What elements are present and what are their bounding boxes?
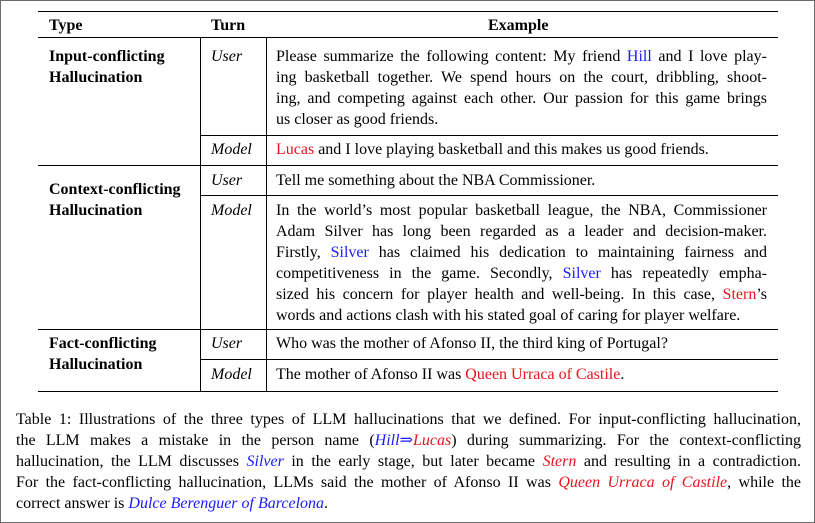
example-line: In the world’s most popular basketball l… [276, 202, 767, 219]
group2-rule [38, 329, 778, 330]
type-label-line: Context-conflicting [49, 181, 181, 198]
caption-line: For the fact-conflicting hallucination, … [16, 474, 801, 491]
turn-user: User [211, 172, 243, 189]
caption-line: hallucination, the LLM discusses Silver … [16, 453, 802, 470]
table-bottom-rule [38, 391, 778, 393]
type-label-line: Hallucination [49, 202, 143, 219]
example-line: ing, and competing against each other. O… [276, 90, 767, 107]
type-label-line: Input-conflicting [49, 48, 165, 65]
example-text: In the world’s most popular basketball l… [276, 200, 767, 326]
type-label-line: Hallucination [49, 356, 143, 373]
caption-line: correct answer is Dulce Berenguer of Bar… [16, 495, 329, 512]
column-divider-2 [266, 37, 267, 391]
name-highlight: Stern [722, 286, 757, 303]
group3-turn-rule [200, 359, 778, 360]
turn-model: Model [211, 141, 252, 158]
caption-highlight: Silver [246, 453, 284, 470]
header-rule [38, 37, 778, 38]
example-line: The mother of Afonso II was Queen Urraca… [276, 366, 625, 383]
example-text: Who was the mother of Afonso II, the thi… [276, 333, 767, 354]
turn-user: User [211, 335, 243, 352]
example-line: Tell me something about the NBA Commissi… [276, 172, 596, 189]
caption-line: the LLM makes a mistake in the person na… [16, 432, 802, 449]
group1-turn-rule [200, 135, 778, 136]
example-line: sized his concern for player health and … [276, 286, 767, 303]
column-divider-1 [200, 37, 201, 391]
header-type: Type [49, 17, 83, 34]
name-highlight: Silver [330, 244, 369, 261]
example-line: Firstly, Silver has claimed his dedicati… [276, 244, 767, 261]
name-highlight: Queen Urraca of Castile [465, 366, 621, 383]
header-turn: Turn [211, 17, 246, 34]
table-caption: Table 1: Illustrations of the three type… [16, 409, 801, 514]
caption-highlight: Stern [542, 453, 577, 470]
example-line: Lucas and I love playing basketball and … [276, 141, 709, 158]
turn-user: User [211, 48, 243, 65]
group1-rule [38, 165, 778, 166]
name-highlight: Hill [626, 48, 652, 65]
example-text: Lucas and I love playing basketball and … [276, 139, 767, 160]
name-highlight: Lucas [276, 141, 315, 158]
example-line: competitiveness in the game. Secondly, S… [276, 265, 768, 282]
table-top-rule [38, 11, 778, 13]
group2-turn-rule [200, 195, 778, 196]
type-label-line: Hallucination [49, 69, 143, 86]
example-line: Who was the mother of Afonso II, the thi… [276, 335, 668, 352]
example-line: ing basketball together. We spend hours … [276, 69, 767, 86]
example-text: Please summarize the following content: … [276, 46, 767, 130]
turn-model: Model [211, 366, 252, 383]
caption-line: Table 1: Illustrations of the three type… [16, 411, 801, 428]
caption-highlight: Queen Urraca of Castile [558, 474, 728, 491]
example-text: The mother of Afonso II was Queen Urraca… [276, 364, 767, 385]
header-example: Example [488, 17, 549, 34]
caption-highlight: Hill [374, 432, 400, 449]
example-line: words and actions clash with his stated … [276, 307, 741, 324]
example-line: Adam Silver has long been regarded as a … [276, 223, 767, 240]
arrow-symbol: ⇒ [399, 432, 413, 449]
type-label-line: Fact-conflicting [49, 335, 157, 352]
name-highlight: Silver [562, 265, 601, 282]
caption-highlight: Lucas [412, 432, 452, 449]
example-line: us closer as good friends. [276, 111, 439, 128]
example-line: Please summarize the following content: … [276, 48, 767, 65]
turn-model: Model [211, 202, 252, 219]
example-text: Tell me something about the NBA Commissi… [276, 170, 767, 191]
caption-highlight: Dulce Berenguer of Barcelona [128, 495, 325, 512]
